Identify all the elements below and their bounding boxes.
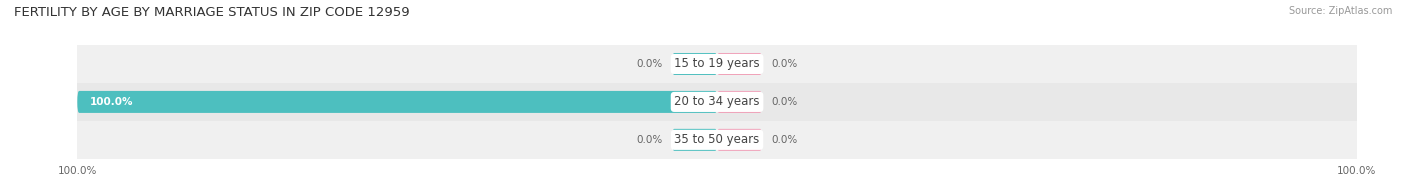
Text: 0.0%: 0.0%	[772, 135, 797, 145]
FancyBboxPatch shape	[672, 129, 717, 151]
FancyBboxPatch shape	[717, 91, 762, 113]
Bar	[77, 121, 1357, 159]
Text: 0.0%: 0.0%	[637, 59, 662, 69]
Text: 0.0%: 0.0%	[772, 97, 797, 107]
Bar	[77, 45, 1357, 83]
Text: 0.0%: 0.0%	[637, 135, 662, 145]
Text: 35 to 50 years: 35 to 50 years	[675, 133, 759, 146]
FancyBboxPatch shape	[717, 53, 762, 75]
Text: 15 to 19 years: 15 to 19 years	[675, 57, 759, 71]
Text: 20 to 34 years: 20 to 34 years	[675, 95, 759, 108]
Text: 100.0%: 100.0%	[90, 97, 134, 107]
FancyBboxPatch shape	[77, 91, 717, 113]
Bar	[77, 83, 1357, 121]
Text: 0.0%: 0.0%	[772, 59, 797, 69]
Text: Source: ZipAtlas.com: Source: ZipAtlas.com	[1288, 6, 1392, 16]
FancyBboxPatch shape	[672, 53, 717, 75]
Text: FERTILITY BY AGE BY MARRIAGE STATUS IN ZIP CODE 12959: FERTILITY BY AGE BY MARRIAGE STATUS IN Z…	[14, 6, 409, 19]
FancyBboxPatch shape	[717, 129, 762, 151]
